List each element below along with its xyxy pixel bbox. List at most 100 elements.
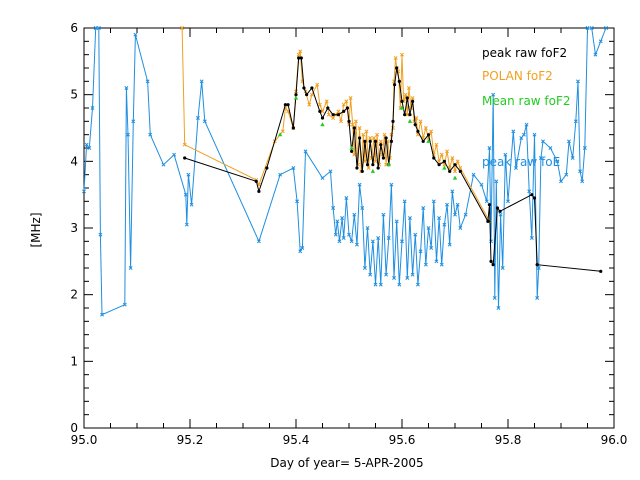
- data-point: [373, 139, 378, 143]
- data-point: [455, 159, 460, 164]
- data-point: [384, 136, 388, 140]
- data-point: [582, 146, 587, 150]
- data-point: [375, 132, 380, 137]
- data-point: [373, 282, 378, 287]
- data-point: [411, 99, 415, 103]
- data-point: [604, 26, 609, 30]
- data-point: [352, 126, 356, 130]
- data-point: [386, 162, 391, 167]
- data-point: [453, 212, 457, 217]
- data-point: [355, 166, 359, 170]
- data-point: [399, 105, 405, 110]
- data-point: [352, 212, 357, 217]
- data-point: [400, 99, 404, 103]
- data-point: [320, 176, 325, 180]
- data-point: [320, 116, 325, 120]
- data-point: [265, 166, 269, 170]
- data-point: [339, 119, 344, 124]
- data-point: [494, 179, 499, 184]
- data-point: [455, 202, 460, 207]
- data-point: [298, 249, 303, 254]
- data-point: [599, 269, 603, 273]
- data-point: [529, 236, 534, 240]
- data-point: [437, 216, 442, 220]
- data-point: [291, 166, 296, 170]
- data-point: [336, 113, 340, 117]
- data-point: [559, 179, 563, 184]
- data-point: [360, 206, 365, 210]
- data-point: [538, 156, 543, 160]
- data-point: [576, 79, 580, 84]
- data-point: [357, 126, 362, 130]
- data-point: [555, 159, 560, 164]
- data-point: [350, 149, 354, 153]
- series-line-peak-raw-foe: [83, 27, 607, 316]
- data-point: [458, 226, 463, 230]
- data-point: [328, 169, 333, 174]
- data-point: [445, 149, 450, 154]
- data-point: [363, 139, 367, 143]
- data-point: [315, 82, 320, 87]
- data-point: [357, 182, 362, 187]
- data-point: [414, 116, 419, 120]
- data-point: [410, 272, 415, 277]
- data-point: [405, 96, 409, 100]
- data-point: [302, 86, 306, 90]
- data-point: [403, 113, 407, 117]
- data-point: [347, 119, 351, 123]
- data-point: [309, 92, 314, 97]
- data-point: [573, 119, 578, 124]
- data-point: [381, 212, 386, 217]
- data-point: [318, 109, 322, 113]
- data-point: [391, 119, 395, 123]
- data-point: [429, 246, 434, 250]
- data-point: [295, 199, 300, 204]
- legend-entry-peak-raw-foe: peak raw foE: [482, 155, 560, 169]
- data-point: [350, 122, 355, 127]
- data-point: [389, 139, 393, 143]
- data-point: [305, 93, 309, 97]
- data-point: [317, 102, 322, 107]
- data-point: [408, 113, 412, 117]
- data-point: [326, 112, 331, 117]
- data-point: [400, 239, 404, 244]
- data-point: [320, 122, 325, 127]
- data-point: [393, 56, 398, 60]
- data-point: [360, 169, 364, 173]
- data-point: [131, 119, 136, 124]
- data-point: [331, 206, 336, 210]
- axes: 95.0 95.2 95.4 95.6 95.8 96.0 0 1 2 3 4 5 6: [70, 21, 627, 447]
- data-point: [521, 132, 526, 137]
- data-point: [303, 149, 308, 154]
- data-point: [84, 142, 89, 147]
- data-point: [570, 156, 575, 160]
- data-point: [90, 106, 95, 110]
- data-point: [487, 146, 492, 150]
- legend-entry-mean-raw-fof2: Mean raw foF2: [482, 94, 571, 108]
- data-point: [326, 106, 330, 110]
- data-point: [405, 276, 410, 280]
- data-point: [300, 246, 305, 250]
- data-point: [370, 239, 375, 244]
- data-point: [381, 156, 386, 160]
- data-point: [362, 159, 367, 164]
- data-point: [413, 232, 418, 237]
- data-point: [593, 52, 598, 57]
- data-point: [421, 206, 426, 210]
- data-point: [335, 219, 340, 224]
- data-point: [291, 126, 295, 130]
- data-point: [371, 136, 376, 140]
- data-point: [487, 203, 492, 207]
- data-point: [498, 212, 503, 217]
- data-point: [384, 272, 389, 277]
- data-point: [489, 259, 493, 263]
- data-point: [362, 266, 367, 270]
- data-point: [280, 129, 285, 134]
- data-point: [392, 83, 397, 87]
- data-point: [293, 95, 299, 100]
- data-point: [403, 92, 408, 97]
- data-point: [589, 26, 594, 30]
- data-point: [503, 152, 508, 157]
- data-point: [320, 109, 325, 114]
